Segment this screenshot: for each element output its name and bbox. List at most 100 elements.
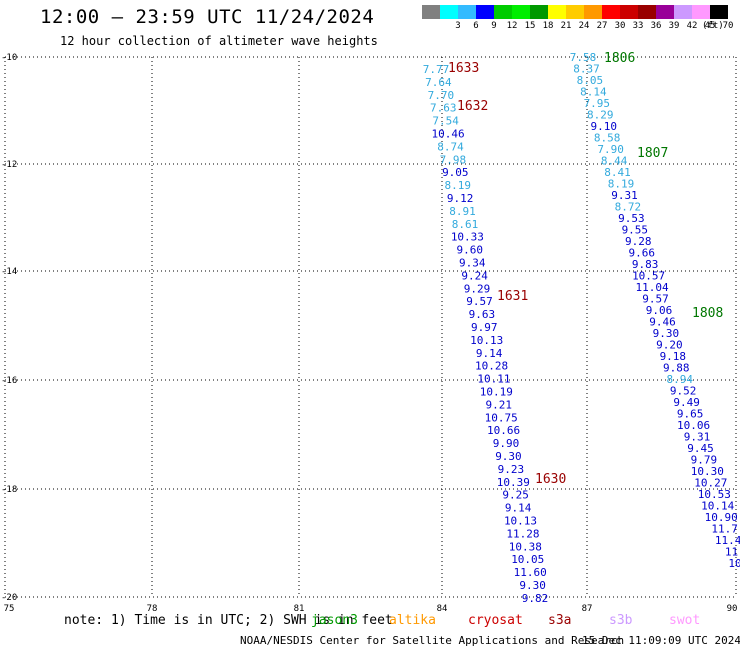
lon-tick-label: 78 <box>147 604 158 614</box>
wave-height-value: 9.90 <box>493 437 520 450</box>
wave-height-value: 7.98 <box>440 153 467 166</box>
wave-height-value: 9.55 <box>622 224 649 237</box>
lon-tick-label: 84 <box>437 604 448 614</box>
wave-height-value: 9.82 <box>522 592 549 605</box>
legend-bin-label: 12 <box>506 21 518 31</box>
legend-unit: (ft) <box>702 21 724 31</box>
legend-bin-label: 15 <box>524 21 536 31</box>
legend-swatch <box>692 5 710 19</box>
color-scale-legend: 3 6 9 12 15 18 21 24 27 30 33 36 39 42 45 70 (ft) <box>422 5 733 33</box>
chart-title: 12:00 — 23:59 UTC 11/24/2024 <box>40 6 375 28</box>
legend-bin-label: 33 <box>632 21 644 31</box>
legend-swatches <box>422 5 728 19</box>
legend-bin-label: 45 <box>704 21 716 31</box>
wave-height-value: 8.14 <box>580 86 607 99</box>
legend-swatch <box>548 5 566 19</box>
satellite-name: s3b <box>609 613 633 628</box>
lon-tick-label: 87 <box>582 604 593 614</box>
wave-height-value: 9.65 <box>677 408 704 421</box>
satellite-name: s3a <box>548 613 572 628</box>
wave-height-value: 8.19 <box>444 179 471 192</box>
chart-subtitle: 12 hour collection of altimeter wave hei… <box>60 34 378 48</box>
wave-height-value: 10.13 <box>504 515 537 528</box>
wave-height-value: 10.53 <box>698 488 731 501</box>
pass-time-label: 1808 <box>692 306 723 321</box>
wave-height-value: 7.70 <box>428 89 455 102</box>
lat-tick-label: -10 <box>1 53 17 63</box>
legend-swatch <box>710 5 728 19</box>
lat-tick-label: -14 <box>1 267 17 277</box>
lon-tick-label: 81 <box>294 604 305 614</box>
legend-bin-label: 3 <box>455 21 461 31</box>
legend-swatch <box>584 5 602 19</box>
legend-bin-label: 42 <box>686 21 698 31</box>
wave-height-value: 7.54 <box>432 115 459 128</box>
wave-height-value: 8.37 <box>573 63 600 76</box>
wave-height-value: 9.30 <box>653 327 680 340</box>
wave-height-value: 9.49 <box>673 396 700 409</box>
wave-height-value: 10.39 <box>497 476 530 489</box>
wave-height-value: 10.27 <box>694 477 727 490</box>
legend-swatch <box>620 5 638 19</box>
legend-bin-label: 70 <box>722 21 734 31</box>
wave-height-value: 10.06 <box>677 419 710 432</box>
wave-height-value: 9.83 <box>632 258 659 271</box>
legend-swatch <box>638 5 656 19</box>
pass-time-label: 1806 <box>604 51 635 66</box>
wave-height-value: 11.04 <box>636 281 669 294</box>
wave-height-value: 11.7 <box>711 523 738 536</box>
wave-height-value: 8.05 <box>577 74 604 87</box>
legend-labels: 3 6 9 12 15 18 21 24 27 30 33 36 39 42 45 70 (ft) <box>422 19 733 33</box>
wave-height-value: 10 <box>728 557 740 570</box>
wave-height-value: 10.05 <box>511 553 544 566</box>
legend-swatch <box>476 5 494 19</box>
wave-height-value: 8.19 <box>608 178 635 191</box>
wave-height-value: 10.75 <box>485 411 518 424</box>
wave-height-value: 9.24 <box>461 269 488 282</box>
legend-swatch <box>494 5 512 19</box>
wave-height-value: 8.74 <box>437 140 464 153</box>
wave-height-value: 9.21 <box>486 398 513 411</box>
wave-height-value: 9.88 <box>663 362 690 375</box>
lon-tick-label: 90 <box>727 604 738 614</box>
legend-bin-label: 24 <box>578 21 590 31</box>
pass-time-label: 1633 <box>448 61 479 76</box>
satellite-name: altika <box>389 613 436 628</box>
footer-note: note: 1) Time is in UTC; 2) SWH is in fe… <box>64 613 393 628</box>
wave-height-value: 8.41 <box>604 166 631 179</box>
wave-height-value: 10.13 <box>470 334 503 347</box>
wave-height-value: 9.53 <box>618 212 645 225</box>
wave-height-value: 7.90 <box>597 143 624 156</box>
legend-swatch <box>674 5 692 19</box>
wave-height-value: 9.79 <box>691 454 718 467</box>
wave-height-value: 11 <box>725 546 738 559</box>
wave-height-value: 8.91 <box>449 205 476 218</box>
wave-height-value: 9.06 <box>646 304 673 317</box>
pass-time-label: 1632 <box>457 99 488 114</box>
wave-height-value: 10.33 <box>451 231 484 244</box>
wave-height-value: 10.38 <box>509 540 542 553</box>
wave-height-value: 9.29 <box>464 282 491 295</box>
wave-height-value: 8.94 <box>666 373 693 386</box>
satellite-name: swot <box>669 613 701 628</box>
legend-swatch <box>458 5 476 19</box>
wave-height-value: 9.05 <box>442 166 469 179</box>
wave-height-value: 10.30 <box>691 465 724 478</box>
satellite-name: cryosat <box>468 613 523 628</box>
wave-height-value: 8.61 <box>452 218 479 231</box>
wave-height-value: 9.34 <box>459 257 486 270</box>
wave-height-value: 9.30 <box>519 579 546 592</box>
wave-height-value: 9.52 <box>670 385 697 398</box>
lat-lon-grid <box>4 56 737 598</box>
wave-height-value: 9.57 <box>466 295 493 308</box>
wave-height-value: 8.29 <box>587 109 614 122</box>
legend-bin-label: 36 <box>650 21 662 31</box>
wave-height-value: 9.14 <box>476 347 503 360</box>
legend-swatch <box>512 5 530 19</box>
legend-bin-label: 30 <box>614 21 626 31</box>
wave-height-value: 10.28 <box>475 360 508 373</box>
wave-height-value: 7.64 <box>425 76 452 89</box>
legend-bin-label: 9 <box>491 21 497 31</box>
pass-time-label: 1631 <box>497 289 528 304</box>
